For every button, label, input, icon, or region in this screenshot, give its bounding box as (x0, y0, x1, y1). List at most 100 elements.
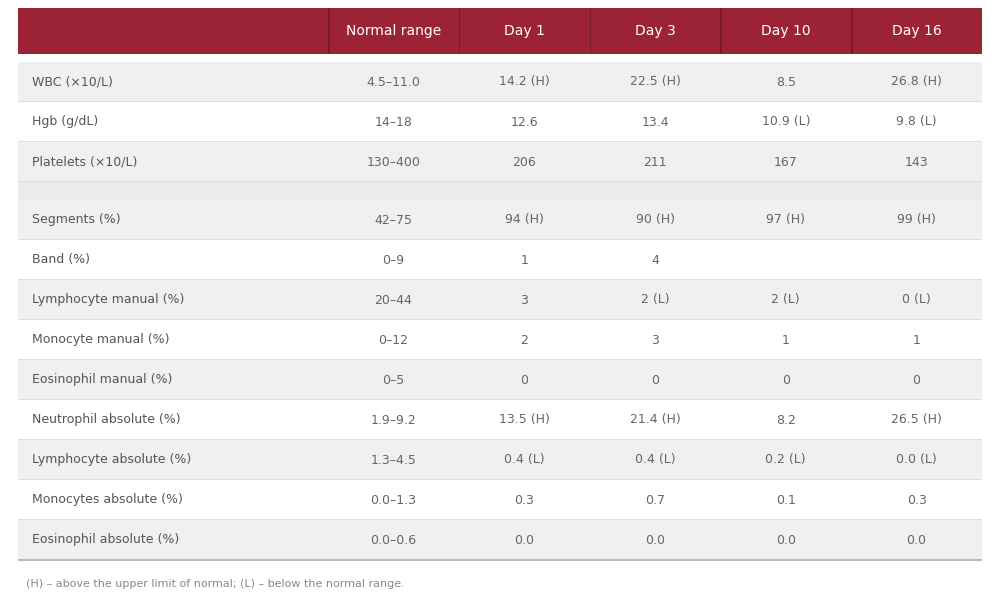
Text: 22.5 (H): 22.5 (H) (630, 76, 680, 88)
Bar (18, 559, 982, 560)
Text: 1.9–9.2: 1.9–9.2 (371, 414, 416, 426)
Bar (18, 142, 982, 182)
Text: 20–44: 20–44 (374, 293, 412, 306)
Text: Segments (%): Segments (%) (32, 214, 121, 226)
Text: Monocytes absolute (%): Monocytes absolute (%) (32, 493, 183, 506)
Text: 0.3: 0.3 (514, 493, 534, 506)
Text: 26.5 (H): 26.5 (H) (891, 414, 942, 426)
Text: 0–9: 0–9 (382, 254, 404, 267)
Text: 0.0 (L): 0.0 (L) (896, 453, 937, 467)
Text: Eosinophil manual (%): Eosinophil manual (%) (32, 373, 172, 387)
Text: Lymphocyte absolute (%): Lymphocyte absolute (%) (32, 453, 191, 467)
Text: 0.0: 0.0 (907, 534, 927, 547)
Text: 0: 0 (913, 373, 921, 387)
Text: Neutrophil absolute (%): Neutrophil absolute (%) (32, 414, 181, 426)
Text: 8.5: 8.5 (776, 76, 796, 88)
Bar (18, 62, 982, 102)
Bar (18, 360, 982, 400)
Bar (18, 519, 982, 520)
Bar (18, 359, 982, 360)
Text: 130–400: 130–400 (366, 156, 420, 168)
Text: WBC (×10/L): WBC (×10/L) (32, 76, 113, 88)
Bar (18, 239, 982, 240)
Bar (18, 280, 982, 320)
Text: Day 1: Day 1 (504, 24, 545, 38)
Bar (720, 8, 722, 54)
Text: 1: 1 (913, 334, 921, 346)
Text: 12.6: 12.6 (510, 115, 538, 129)
Text: 0: 0 (651, 373, 659, 387)
Text: Monocyte manual (%): Monocyte manual (%) (32, 334, 170, 346)
Bar (18, 320, 982, 360)
Text: 3: 3 (651, 334, 659, 346)
Text: 26.8 (H): 26.8 (H) (891, 76, 942, 88)
Text: 0.0: 0.0 (776, 534, 796, 547)
Text: Band (%): Band (%) (32, 254, 90, 267)
Bar (18, 182, 982, 200)
Text: 0.3: 0.3 (907, 493, 927, 506)
Bar (18, 200, 982, 240)
Text: 0.4 (L): 0.4 (L) (635, 453, 675, 467)
Text: 0–5: 0–5 (382, 373, 405, 387)
Bar (18, 400, 982, 440)
Text: 13.5 (H): 13.5 (H) (499, 414, 550, 426)
Text: 3: 3 (520, 293, 528, 306)
Text: 1.3–4.5: 1.3–4.5 (370, 453, 416, 467)
Text: Day 3: Day 3 (635, 24, 675, 38)
Text: 1: 1 (782, 334, 790, 346)
Text: 90 (H): 90 (H) (636, 214, 674, 226)
Text: 4: 4 (651, 254, 659, 267)
Text: Lymphocyte manual (%): Lymphocyte manual (%) (32, 293, 184, 306)
Bar (18, 101, 982, 102)
Text: 0.4 (L): 0.4 (L) (504, 453, 545, 467)
Text: 0.0: 0.0 (514, 534, 534, 547)
Text: Day 10: Day 10 (761, 24, 811, 38)
Text: 14.2 (H): 14.2 (H) (499, 76, 550, 88)
Text: 0.2 (L): 0.2 (L) (765, 453, 806, 467)
Text: Day 16: Day 16 (892, 24, 941, 38)
Bar (18, 8, 982, 54)
Text: Hgb (g/dL): Hgb (g/dL) (32, 115, 98, 129)
Bar (18, 102, 982, 142)
Text: 14–18: 14–18 (374, 115, 412, 129)
Bar (18, 480, 982, 520)
Text: 0.0–1.3: 0.0–1.3 (370, 493, 416, 506)
Bar (18, 319, 982, 320)
Text: Platelets (×10/L): Platelets (×10/L) (32, 156, 137, 168)
Bar (18, 141, 982, 142)
Text: 0.0–0.6: 0.0–0.6 (370, 534, 416, 547)
Text: 94 (H): 94 (H) (505, 214, 544, 226)
Bar (18, 440, 982, 480)
Text: 8.2: 8.2 (776, 414, 796, 426)
Text: 2: 2 (520, 334, 528, 346)
Text: Normal range: Normal range (346, 24, 441, 38)
Text: 97 (H): 97 (H) (766, 214, 805, 226)
Text: 42–75: 42–75 (374, 214, 412, 226)
Bar (18, 240, 982, 280)
Bar (18, 520, 982, 560)
Text: 0: 0 (520, 373, 528, 387)
Bar (18, 439, 982, 440)
Text: Eosinophil absolute (%): Eosinophil absolute (%) (32, 534, 179, 547)
Bar (18, 479, 982, 480)
Text: 9.8 (L): 9.8 (L) (896, 115, 937, 129)
Text: 4.5–11.0: 4.5–11.0 (366, 76, 420, 88)
Text: 1: 1 (520, 254, 528, 267)
Text: 143: 143 (905, 156, 928, 168)
Text: 0 (L): 0 (L) (902, 293, 931, 306)
Bar (18, 399, 982, 400)
Text: 0: 0 (782, 373, 790, 387)
Text: (H) – above the upper limit of normal; (L) – below the normal range.: (H) – above the upper limit of normal; (… (26, 579, 405, 589)
Bar (328, 8, 330, 54)
Bar (590, 8, 591, 54)
Bar (18, 279, 982, 280)
Text: 99 (H): 99 (H) (897, 214, 936, 226)
Text: 206: 206 (512, 156, 536, 168)
Text: 2 (L): 2 (L) (771, 293, 800, 306)
Bar (18, 559, 982, 561)
Text: 211: 211 (643, 156, 667, 168)
Text: 0.7: 0.7 (645, 493, 665, 506)
Bar (459, 8, 460, 54)
Text: 0.0: 0.0 (645, 534, 665, 547)
Text: 167: 167 (774, 156, 798, 168)
